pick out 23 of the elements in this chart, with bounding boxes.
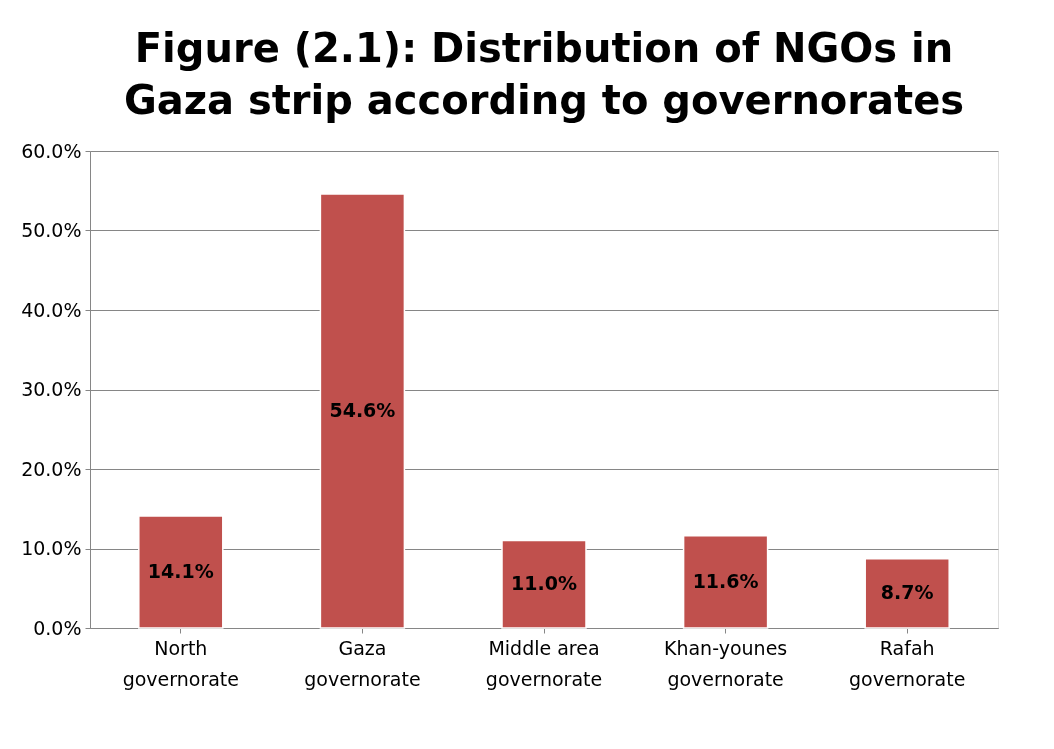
bar (319, 193, 406, 629)
bar (864, 558, 950, 629)
data-label: 14.1% (147, 559, 214, 582)
data-label: 8.7% (880, 581, 934, 604)
data-label: 11.6% (692, 569, 759, 592)
x-tick-label: Rafah governorate (849, 636, 966, 690)
bar (682, 535, 769, 629)
y-tick-label: 0.0% (33, 616, 82, 639)
x-tick-label: North governorate (122, 636, 239, 690)
bar (501, 539, 587, 629)
x-tick-label: Middle area governorate (485, 636, 603, 690)
chart-title: Figure (2.1): Distribution of NGOs in Gaza strip according to governorates (123, 25, 965, 123)
y-tick-label: 60.0% (21, 139, 82, 162)
data-label: 11.0% (511, 572, 577, 595)
x-tick-label: Gaza governorate (304, 636, 421, 690)
x-tick-label: Khan-younes governorate (663, 636, 788, 690)
y-tick-label: 10.0% (21, 537, 82, 559)
y-tick-label: 50.0% (21, 219, 82, 241)
bar (138, 515, 224, 629)
data-label: 54.6% (329, 398, 396, 421)
y-tick-label: 30.0% (21, 378, 82, 400)
y-tick-label: 40.0% (21, 298, 82, 321)
y-tick-label: 20.0% (21, 457, 82, 480)
